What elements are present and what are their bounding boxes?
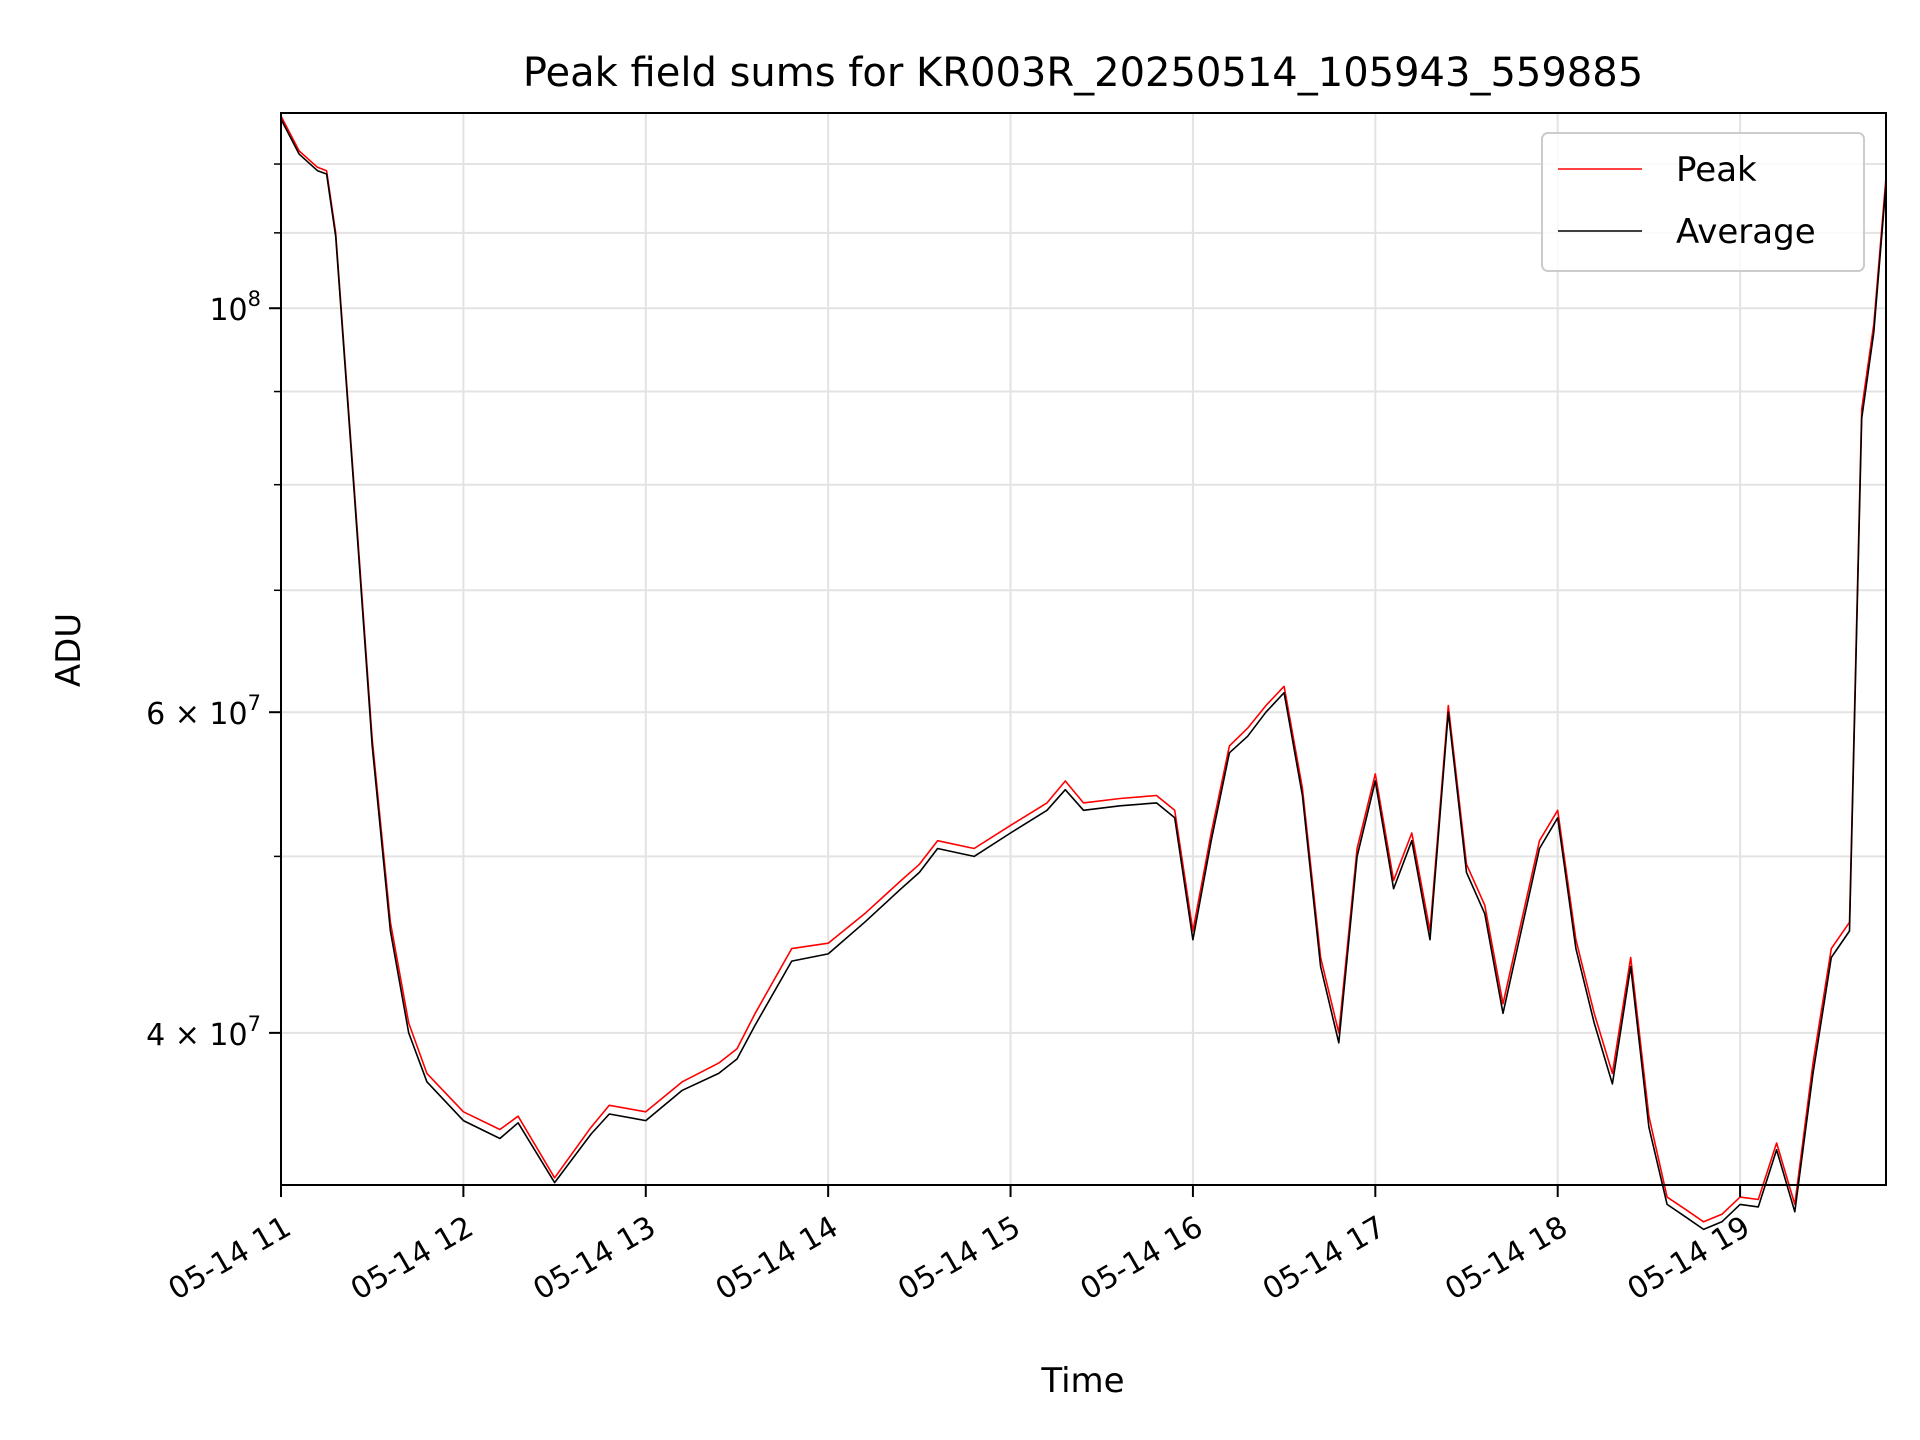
grid — [280, 113, 1886, 1185]
x-tick-label: 05-14 11 — [163, 1210, 297, 1308]
x-tick-label: 05-14 15 — [892, 1210, 1026, 1308]
legend-label-average: Average — [1676, 212, 1816, 252]
y-tick-label: 6 × 107 — [146, 691, 261, 732]
y-tick-label: 108 — [209, 287, 261, 328]
x-tick-label: 05-14 18 — [1439, 1210, 1573, 1308]
legend: Peak Average — [1541, 132, 1865, 272]
x-tick-label: 05-14 12 — [345, 1210, 479, 1308]
legend-label-peak: Peak — [1676, 150, 1757, 190]
x-axis-label: Time — [1040, 1361, 1124, 1401]
x-axis: 05-14 11 05-14 12 05-14 13 05-14 14 05-14 15… — [163, 1185, 1756, 1307]
chart-title: Peak field sums for KR003R_20250514_1059… — [523, 50, 1643, 96]
series-line-average — [280, 118, 1887, 1231]
x-tick-label: 05-14 19 — [1622, 1210, 1756, 1308]
x-tick-label: 05-14 17 — [1257, 1210, 1391, 1308]
series-group — [280, 115, 1887, 1231]
legend-box — [1541, 132, 1865, 272]
x-tick-label: 05-14 13 — [527, 1210, 661, 1308]
x-tick-label: 05-14 14 — [710, 1210, 844, 1308]
y-axis-label: ADU — [49, 613, 89, 687]
x-tick-label: 05-14 16 — [1075, 1210, 1209, 1308]
y-axis: 108 6 × 107 4 × 107 — [146, 163, 281, 1053]
series-line-peak — [280, 115, 1887, 1223]
plot-frame — [280, 112, 1887, 1186]
y-tick-label: 4 × 107 — [146, 1012, 261, 1053]
